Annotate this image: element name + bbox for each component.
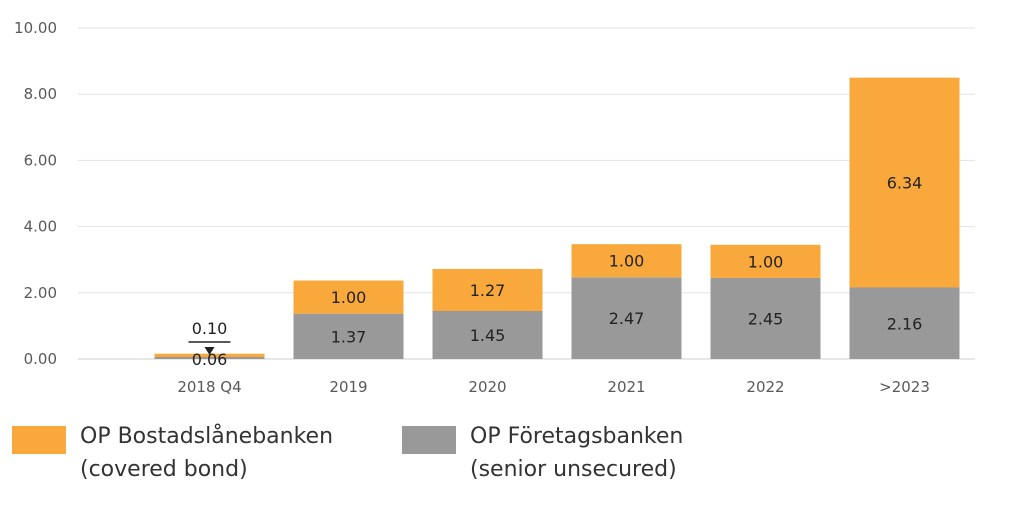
legend-swatch-covered-bond xyxy=(12,426,66,454)
x-tick-label: 2020 xyxy=(468,378,506,396)
data-label-senior-unsecured: 2.47 xyxy=(609,309,645,328)
legend-label-line: (covered bond) xyxy=(80,457,248,482)
y-tick-label: 2.00 xyxy=(24,284,57,302)
legend-swatch-senior-unsecured xyxy=(402,426,456,454)
x-tick-label: 2018 Q4 xyxy=(177,378,241,396)
x-tick-label: 2021 xyxy=(607,378,645,396)
bar-covered-bond xyxy=(849,77,960,288)
data-label-covered-bond: 1.27 xyxy=(470,281,506,300)
bar-covered-bond xyxy=(154,353,265,358)
legend-label-line: (senior unsecured) xyxy=(470,457,677,482)
y-axis: 0.00 2.00 4.00 6.00 8.00 10.00 xyxy=(14,19,57,368)
data-label-covered-bond: 6.34 xyxy=(887,174,923,193)
y-tick-label: 0.00 xyxy=(24,350,57,368)
legend-item-senior-unsecured: OP Företagsbanken (senior unsecured) xyxy=(402,420,683,486)
data-label-covered-bond: 1.00 xyxy=(748,252,784,271)
bar-senior-unsecured xyxy=(154,357,265,359)
y-tick-label: 10.00 xyxy=(14,19,57,37)
leader-arrow xyxy=(204,347,215,355)
bar-covered-bond xyxy=(293,280,404,314)
data-label-senior-unsecured: 1.45 xyxy=(470,326,506,345)
stacked-bar-chart: 0.00 2.00 4.00 6.00 8.00 10.00 0.06 0.10 1.37 1.… xyxy=(14,19,975,396)
bar-senior-unsecured xyxy=(432,311,543,359)
gridlines xyxy=(78,27,975,360)
data-label-senior-unsecured: 2.45 xyxy=(748,309,784,328)
x-tick-label: 2019 xyxy=(329,378,367,396)
x-tick-label: >2023 xyxy=(879,378,930,396)
data-label-covered-bond: 0.10 xyxy=(192,319,228,338)
data-label-senior-unsecured: 1.37 xyxy=(331,327,367,346)
x-tick-label: 2022 xyxy=(746,378,784,396)
bar-senior-unsecured xyxy=(849,287,960,359)
bar-senior-unsecured xyxy=(710,277,821,359)
bar-senior-unsecured xyxy=(293,313,404,359)
legend-label-senior-unsecured: OP Företagsbanken (senior unsecured) xyxy=(470,420,683,486)
bar-covered-bond xyxy=(432,268,543,312)
data-label-covered-bond: 1.00 xyxy=(609,252,645,271)
bar-senior-unsecured xyxy=(571,277,682,359)
bar-covered-bond xyxy=(571,244,682,278)
data-label-covered-bond: 1.00 xyxy=(331,288,367,307)
data-label-senior-unsecured: 2.16 xyxy=(887,314,923,333)
x-axis: 2018 Q4 2019 2020 2021 2022 >2023 xyxy=(177,378,930,396)
bars xyxy=(154,77,960,359)
y-tick-label: 8.00 xyxy=(24,85,57,103)
legend-label-line: OP Bostadslånebanken xyxy=(80,424,334,449)
legend-label-line: OP Företagsbanken xyxy=(470,424,684,449)
data-labels: 0.06 0.10 1.37 1.00 1.45 1.27 2.47 1.00 2.45 1.00… xyxy=(188,174,923,369)
y-tick-label: 4.00 xyxy=(24,218,57,236)
legend-item-covered-bond: OP Bostadslånebanken (covered bond) xyxy=(12,420,333,486)
bar-covered-bond xyxy=(710,244,821,278)
data-label-senior-unsecured: 0.06 xyxy=(192,350,228,369)
legend-label-covered-bond: OP Bostadslånebanken (covered bond) xyxy=(80,420,333,486)
y-tick-label: 6.00 xyxy=(24,151,57,169)
